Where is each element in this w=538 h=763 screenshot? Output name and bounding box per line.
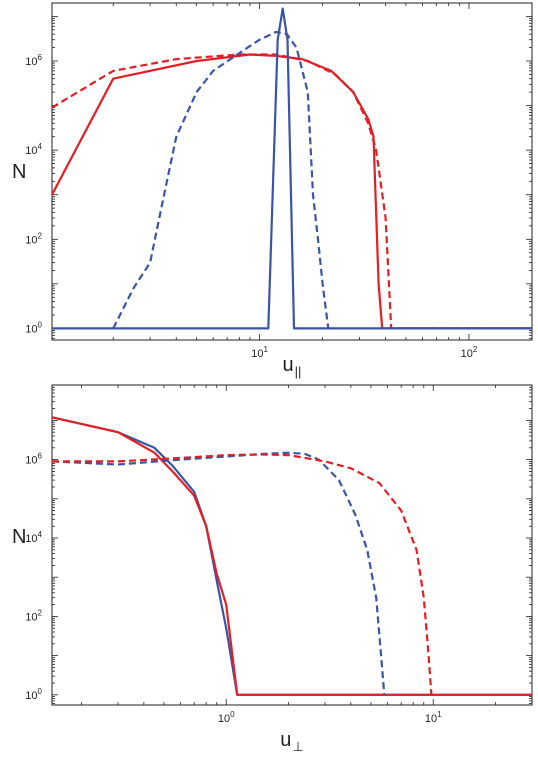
upper-panel: 100 102 104 106 101 102 Nu||	[12, 2, 533, 379]
x-tick-label: 100	[218, 710, 235, 725]
y-axis-title: N	[12, 526, 26, 548]
y-tick-label: 104	[25, 530, 42, 545]
series-line-red-solid	[52, 53, 532, 330]
x-tick-label: 101	[251, 345, 268, 360]
x-tick-marks	[81, 385, 533, 705]
y-tick-label: 102	[25, 231, 42, 246]
series-line-red-solid	[52, 416, 532, 696]
series-line-red-dashed	[52, 453, 433, 695]
series-line-red-dashed	[52, 53, 532, 330]
y-tick-label: 100	[25, 687, 42, 702]
x-tick-marks	[112, 3, 533, 340]
x-tick-label: 101	[425, 710, 442, 725]
x-axis-title: u||	[283, 354, 302, 379]
lower-panel: 100 102 104 106 100 101 Nu⊥	[12, 384, 533, 754]
y-tick-label: 106	[25, 53, 42, 68]
y-tick-label: 106	[25, 452, 42, 467]
y-tick-label: 104	[25, 142, 42, 157]
series-line-blue-dashed	[112, 30, 330, 329]
y-axis-title: N	[12, 161, 26, 183]
plot-frame	[51, 2, 533, 341]
series-line-blue-solid	[52, 416, 532, 696]
y-tick-label: 100	[25, 320, 42, 335]
y-tick-label: 102	[25, 608, 42, 623]
series-line-blue-solid	[52, 7, 532, 330]
y-tick-marks	[52, 384, 532, 704]
plot-frame	[51, 384, 533, 706]
series-line-blue-dashed	[52, 451, 386, 695]
x-axis-title: u⊥	[280, 729, 303, 754]
x-tick-label: 102	[461, 345, 478, 360]
y-tick-marks	[52, 2, 532, 339]
